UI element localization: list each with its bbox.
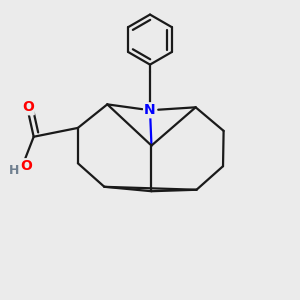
Text: H: H [9, 164, 19, 177]
Text: N: N [144, 103, 156, 117]
Text: O: O [20, 159, 32, 173]
Text: O: O [22, 100, 34, 114]
